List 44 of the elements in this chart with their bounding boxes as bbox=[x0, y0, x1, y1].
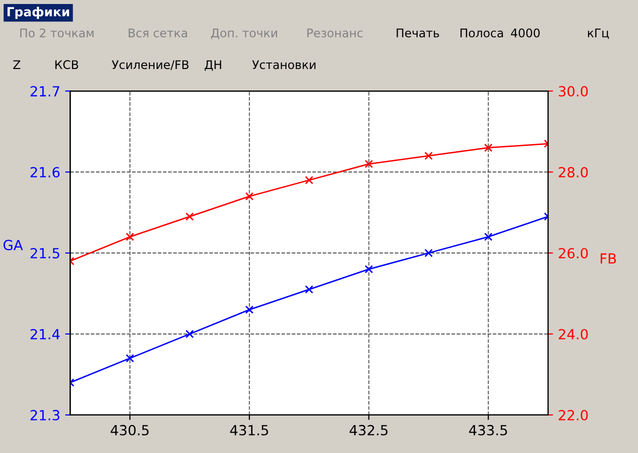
point bbox=[126, 232, 134, 241]
point bbox=[245, 306, 254, 314]
point bbox=[185, 330, 194, 338]
text: Резонанс bbox=[307, 28, 363, 38]
text: Установки bbox=[252, 60, 316, 70]
text: КСВ bbox=[55, 60, 78, 70]
y-tick-label: 21.4 bbox=[30, 328, 60, 340]
y2-tick-label: 26.0 bbox=[558, 248, 588, 258]
point bbox=[126, 354, 134, 362]
y-tick-label: 21.5 bbox=[30, 248, 60, 258]
x-tick-label: 433.5 bbox=[469, 424, 507, 436]
text: Печать bbox=[396, 28, 440, 38]
text: кГц bbox=[588, 28, 609, 39]
y2-tick-label: 28.0 bbox=[558, 166, 588, 178]
x-tick-label: 431.5 bbox=[230, 424, 268, 436]
point bbox=[364, 160, 374, 168]
y-tick-label: 21.7 bbox=[30, 86, 60, 96]
text: Усиление/FB bbox=[112, 60, 188, 70]
text: ДН bbox=[204, 60, 222, 71]
point bbox=[245, 192, 254, 200]
point bbox=[424, 152, 433, 160]
y2-axis-title: FB bbox=[600, 253, 616, 264]
y2-tick-label: 22.0 bbox=[558, 410, 588, 420]
point bbox=[304, 285, 314, 294]
y-tick-label: 21.3 bbox=[30, 410, 60, 420]
x-tick-label: 430.5 bbox=[110, 424, 149, 436]
text: 4000 bbox=[510, 28, 540, 38]
point bbox=[185, 212, 194, 221]
text: Полоса bbox=[460, 28, 503, 38]
point bbox=[364, 265, 374, 274]
y2-tick-label: 24.0 bbox=[558, 328, 588, 340]
text: Z bbox=[13, 60, 20, 69]
point bbox=[304, 176, 314, 184]
text: По 2 точкам bbox=[20, 28, 94, 38]
x-tick-label: 432.5 bbox=[350, 424, 388, 436]
y2-tick-label: 30.0 bbox=[558, 86, 588, 97]
point bbox=[484, 144, 492, 152]
text: Графики bbox=[8, 6, 70, 19]
y-axis-title: GA bbox=[4, 240, 23, 250]
y-tick-label: 21.6 bbox=[30, 166, 60, 178]
point bbox=[424, 248, 433, 258]
text: Доп. точки bbox=[211, 28, 278, 40]
text: Вся сетка bbox=[128, 28, 187, 38]
point bbox=[484, 232, 492, 241]
